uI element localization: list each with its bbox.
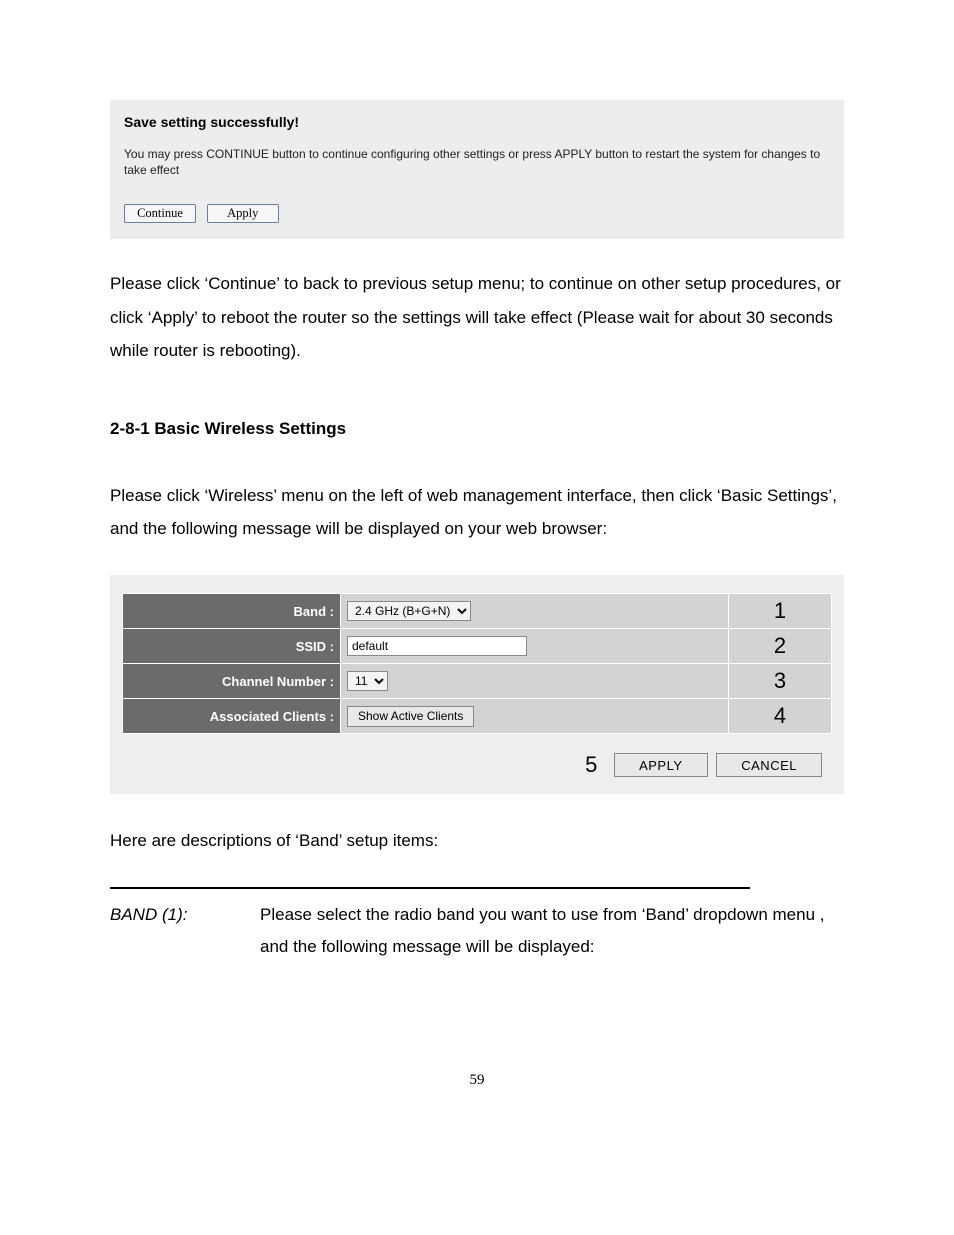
ssid-callout-number: 2 bbox=[729, 629, 832, 664]
instruction-paragraph-1: Please click ‘Continue’ to back to previ… bbox=[110, 267, 844, 366]
clients-cell: Show Active Clients bbox=[341, 699, 729, 734]
instruction-paragraph-3: Here are descriptions of ‘Band’ setup it… bbox=[110, 824, 844, 857]
wireless-footer: 5 APPLY CANCEL bbox=[122, 734, 832, 778]
channel-label: Channel Number : bbox=[123, 664, 341, 699]
section-heading: 2-8-1 Basic Wireless Settings bbox=[110, 419, 844, 439]
save-heading: Save setting successfully! bbox=[124, 114, 826, 130]
band-callout-number: 1 bbox=[729, 594, 832, 629]
page-number: 59 bbox=[110, 1072, 844, 1089]
footer-callout-number: 5 bbox=[585, 752, 597, 777]
definition-row: BAND (1): Please select the radio band y… bbox=[110, 899, 844, 962]
band-row: Band : 2.4 GHz (B+G+N) 1 bbox=[123, 594, 832, 629]
wireless-settings-table: Band : 2.4 GHz (B+G+N) 1 SSID : 2 Channe… bbox=[122, 593, 832, 734]
show-active-clients-button[interactable]: Show Active Clients bbox=[347, 706, 474, 727]
save-confirmation-panel: Save setting successfully! You may press… bbox=[110, 100, 844, 239]
channel-cell: 11 bbox=[341, 664, 729, 699]
clients-label: Associated Clients : bbox=[123, 699, 341, 734]
divider bbox=[110, 887, 750, 889]
channel-row: Channel Number : 11 3 bbox=[123, 664, 832, 699]
definition-body: Please select the radio band you want to… bbox=[260, 899, 844, 962]
clients-callout-number: 4 bbox=[729, 699, 832, 734]
ssid-row: SSID : 2 bbox=[123, 629, 832, 664]
band-label: Band : bbox=[123, 594, 341, 629]
definition-term: BAND (1): bbox=[110, 899, 260, 962]
wireless-apply-button[interactable]: APPLY bbox=[614, 753, 707, 777]
ssid-label: SSID : bbox=[123, 629, 341, 664]
channel-select[interactable]: 11 bbox=[347, 671, 388, 691]
continue-button[interactable]: Continue bbox=[124, 204, 196, 223]
ssid-cell bbox=[341, 629, 729, 664]
wireless-cancel-button[interactable]: CANCEL bbox=[716, 753, 822, 777]
apply-button[interactable]: Apply bbox=[207, 204, 279, 223]
channel-callout-number: 3 bbox=[729, 664, 832, 699]
wireless-settings-panel: Band : 2.4 GHz (B+G+N) 1 SSID : 2 Channe… bbox=[110, 575, 844, 794]
ssid-input[interactable] bbox=[347, 636, 527, 656]
save-description: You may press CONTINUE button to continu… bbox=[124, 146, 826, 178]
instruction-paragraph-2: Please click ‘Wireless’ menu on the left… bbox=[110, 479, 844, 545]
clients-row: Associated Clients : Show Active Clients… bbox=[123, 699, 832, 734]
band-cell: 2.4 GHz (B+G+N) bbox=[341, 594, 729, 629]
band-select[interactable]: 2.4 GHz (B+G+N) bbox=[347, 601, 471, 621]
